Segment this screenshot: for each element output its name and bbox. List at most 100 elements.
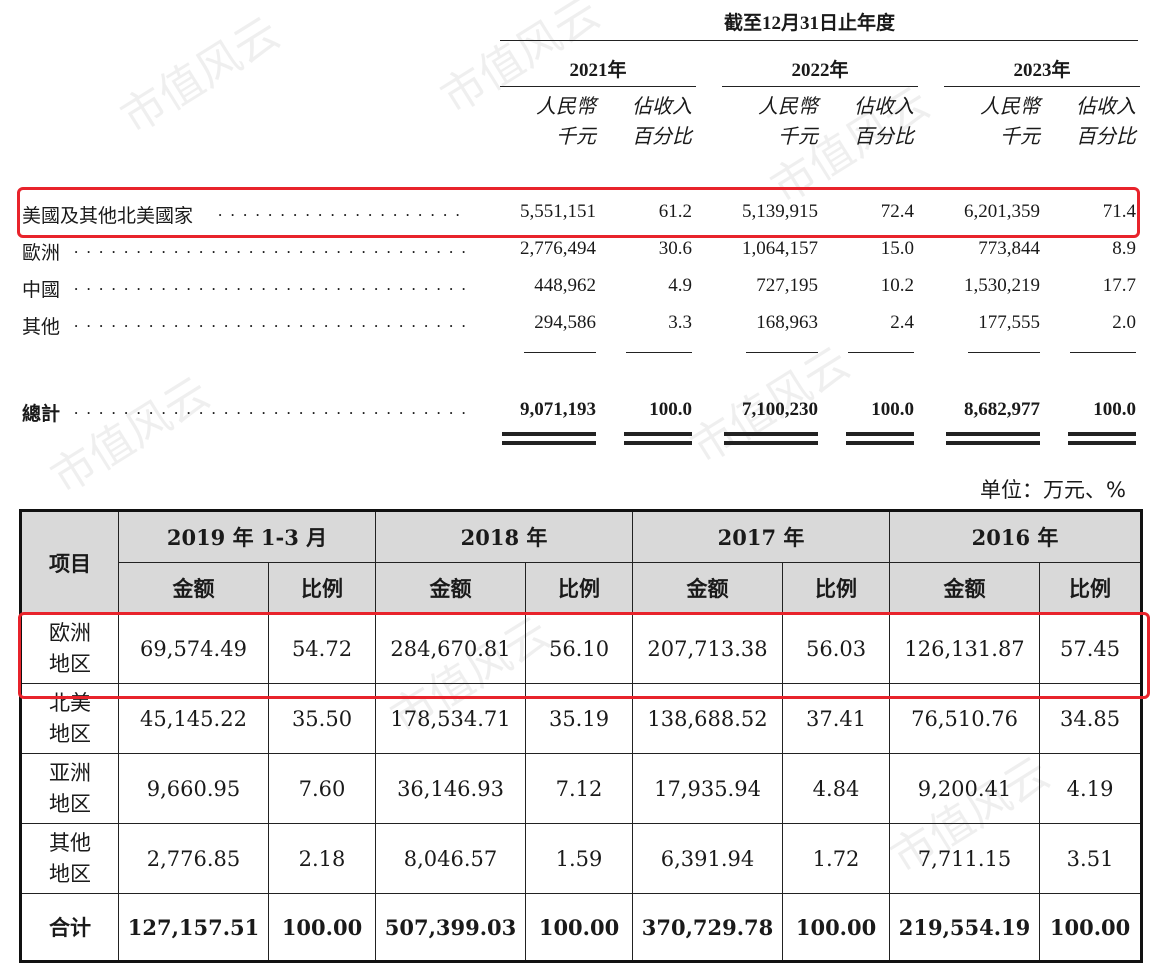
value-cell: 4.84 — [782, 753, 891, 824]
row-label: 合计 — [20, 893, 119, 962]
value-cell: 37.41 — [782, 683, 891, 754]
total-double-rule — [1068, 441, 1136, 445]
row-label: 欧洲 地区 — [20, 613, 119, 684]
value-cell: 138,688.52 — [632, 683, 784, 754]
total-double-rule — [502, 432, 596, 436]
header-rule — [500, 40, 1138, 41]
period-header: 2018 年 — [375, 510, 634, 563]
amount-header: 金额 — [375, 562, 527, 614]
row-label: 其他 地区 — [20, 823, 119, 894]
value-cell: 1.59 — [525, 823, 634, 894]
value-cell: 3.51 — [1039, 823, 1143, 894]
value-cell: 35.19 — [525, 683, 634, 754]
year-2023: 2023年 — [1013, 60, 1071, 81]
leader-dots: . . . . . . . . . . . . . . . . . . . . … — [74, 312, 466, 331]
value-cell: 294,586 — [534, 312, 596, 333]
watermark-text: 市值风云 — [42, 367, 219, 505]
total-row: 合计 127,157.51 100.00 507,399.03 100.00 370,72… — [20, 893, 1143, 962]
amount-header: 金额 — [118, 562, 269, 614]
total-double-rule — [1068, 432, 1136, 436]
ratio-header: 比例 — [267, 562, 377, 614]
value-cell: 100.00 — [267, 893, 377, 962]
value-cell: 9,200.41 — [889, 753, 1041, 824]
value-cell: 71.4 — [1102, 201, 1136, 222]
value-cell: 773,844 — [978, 238, 1040, 259]
value-cell: 8.9 — [1112, 238, 1136, 259]
year-2021: 2021年 — [569, 60, 627, 81]
highlight-box-europe — [18, 612, 1150, 699]
value-cell: 100.00 — [1039, 893, 1143, 962]
value-cell: 100.00 — [525, 893, 634, 962]
col-pct-header: 佔收入 百分比 — [632, 96, 692, 148]
total-double-rule — [624, 441, 692, 445]
total-double-rule — [946, 441, 1040, 445]
table-row: 北美 地区 45,145.22 35.50 178,534.71 35.19 138,688… — [20, 683, 1143, 754]
value-cell: 30.6 — [658, 238, 692, 259]
amount-header: 金额 — [889, 562, 1041, 614]
value-cell: 7.12 — [525, 753, 634, 824]
value-cell: 219,554.19 — [889, 893, 1041, 962]
value-cell: 1,530,219 — [964, 275, 1040, 296]
value-cell: 2.4 — [890, 312, 914, 333]
value-cell: 1.72 — [782, 823, 891, 894]
value-cell: 178,534.71 — [375, 683, 527, 754]
row-label: 總計 — [22, 404, 61, 425]
period-header: 2019 年 1-3 月 — [117, 510, 377, 563]
value-cell: 4.19 — [1039, 753, 1143, 824]
value-cell: 2,776.85 — [118, 823, 269, 894]
row-label: 美國及其他北美國家 — [22, 206, 194, 227]
total-double-rule — [724, 441, 818, 445]
value-cell: 2.0 — [1112, 312, 1136, 333]
value-cell: 727,195 — [756, 275, 818, 296]
row-label: 亚洲 地区 — [20, 753, 119, 824]
subtotal-rule — [848, 352, 914, 353]
period-header: 截至12月31日止年度 — [724, 13, 896, 34]
value-cell: 3.3 — [668, 312, 692, 333]
value-cell: 207,713.38 — [632, 613, 784, 684]
value-cell: 126,131.87 — [889, 613, 1041, 684]
value-cell: 1,064,157 — [742, 238, 818, 259]
value-cell: 5,139,915 — [742, 201, 818, 222]
value-cell: 6,201,359 — [964, 201, 1040, 222]
value-cell: 9,071,193 — [520, 399, 596, 420]
leader-dots: . . . . . . . . . . . . . . . . . . . . … — [74, 275, 466, 294]
value-cell: 507,399.03 — [375, 893, 527, 962]
table-row: 亚洲 地区 9,660.95 7.60 36,146.93 7.12 17,935.94 4.… — [20, 753, 1143, 824]
row-label: 歐洲 — [22, 243, 61, 264]
ratio-header: 比例 — [782, 562, 891, 614]
bottom-revenue-table: 项目 2019 年 1-3 月 2018 年 2017 年 2016 年 金额 … — [19, 509, 1144, 963]
value-cell: 5,551,151 — [520, 201, 596, 222]
total-double-rule — [846, 432, 914, 436]
leader-dots: . . . . . . . . . . . . . . . . . . . . … — [74, 238, 466, 257]
year-rule — [944, 86, 1140, 87]
value-cell: 9,660.95 — [118, 753, 269, 824]
value-cell: 69,574.49 — [118, 613, 269, 684]
row-label: 中國 — [22, 280, 61, 301]
header-row: 项目 2019 年 1-3 月 2018 年 2017 年 2016 年 — [20, 510, 1143, 614]
period-header: 2016 年 — [889, 510, 1143, 563]
year-rule — [722, 86, 918, 87]
subtotal-rule — [626, 352, 692, 353]
value-cell: 6,391.94 — [632, 823, 784, 894]
value-cell: 100.00 — [782, 893, 891, 962]
table-row: 其他 地区 2,776.85 2.18 8,046.57 1.59 6,391.94 1.72… — [20, 823, 1143, 894]
value-cell: 100.0 — [649, 399, 692, 420]
period-header: 2017 年 — [632, 510, 891, 563]
value-cell: 127,157.51 — [118, 893, 269, 962]
ratio-header: 比例 — [1039, 562, 1143, 614]
value-cell: 10.2 — [880, 275, 914, 296]
total-double-rule — [846, 441, 914, 445]
value-cell: 17,935.94 — [632, 753, 784, 824]
value-cell: 72.4 — [880, 201, 914, 222]
value-cell: 4.9 — [668, 275, 692, 296]
value-cell: 17.7 — [1102, 275, 1136, 296]
value-cell: 54.72 — [267, 613, 377, 684]
value-cell: 100.0 — [1093, 399, 1136, 420]
col-pct-header: 佔收入 百分比 — [854, 96, 914, 148]
amount-header: 金额 — [632, 562, 784, 614]
value-cell: 35.50 — [267, 683, 377, 754]
value-cell: 2.18 — [267, 823, 377, 894]
value-cell: 36,146.93 — [375, 753, 527, 824]
item-header: 项目 — [20, 510, 119, 614]
value-cell: 7,100,230 — [742, 399, 818, 420]
